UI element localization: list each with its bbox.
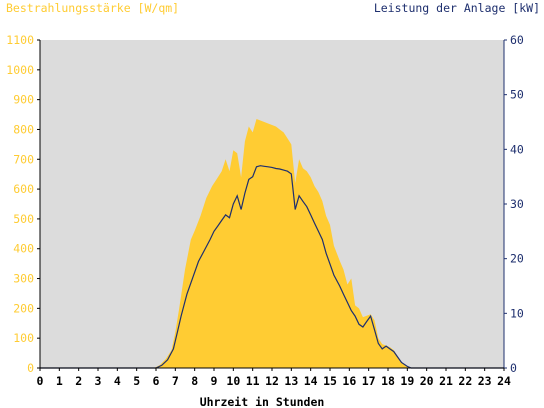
x-tick-label: 13: [284, 374, 298, 388]
x-tick-label: 3: [95, 374, 102, 388]
left-tick-label: 500: [13, 212, 34, 226]
x-tick-label: 11: [246, 374, 260, 388]
x-tick-label: 0: [37, 374, 44, 388]
left-tick-label: 300: [13, 272, 34, 286]
x-tick-label: 4: [114, 374, 121, 388]
x-tick-label: 6: [153, 374, 160, 388]
x-tick-label: 21: [439, 374, 453, 388]
x-tick-label: 15: [323, 374, 337, 388]
right-tick-label: 60: [510, 33, 524, 47]
x-tick-label: 1: [56, 374, 63, 388]
left-axis-title: Bestrahlungsstärke [W/qm]: [6, 1, 179, 15]
left-tick-label: 1000: [6, 63, 34, 77]
x-tick-label: 20: [420, 374, 434, 388]
series-layer: [40, 119, 504, 369]
x-tick-label: 19: [400, 374, 414, 388]
x-axis-title: Uhrzeit in Stunden: [200, 395, 325, 408]
x-tick-label: 8: [191, 374, 198, 388]
right-tick-label: 20: [510, 252, 524, 266]
left-tick-label: 0: [27, 361, 34, 375]
irradiance-area: [40, 119, 504, 368]
left-tick-label: 700: [13, 152, 34, 166]
x-tick-label: 24: [497, 374, 511, 388]
axes-layer: 0100200300400500600700800900100011000102…: [6, 33, 524, 388]
left-tick-label: 1100: [6, 33, 34, 47]
left-tick-label: 600: [13, 182, 34, 196]
x-tick-label: 22: [458, 374, 472, 388]
x-tick-label: 5: [133, 374, 140, 388]
right-tick-label: 50: [510, 88, 524, 102]
x-tick-label: 7: [172, 374, 179, 388]
x-tick-label: 23: [478, 374, 492, 388]
left-tick-label: 200: [13, 301, 34, 315]
left-tick-label: 100: [13, 331, 34, 345]
left-tick-label: 800: [13, 122, 34, 136]
power-line: [40, 165, 504, 369]
x-tick-label: 16: [342, 374, 356, 388]
right-tick-label: 40: [510, 142, 524, 156]
right-axis-title: Leistung der Anlage [kW]: [374, 1, 540, 15]
left-tick-label: 900: [13, 93, 34, 107]
x-tick-label: 14: [304, 374, 318, 388]
x-tick-label: 2: [75, 374, 82, 388]
x-tick-label: 12: [265, 374, 279, 388]
left-tick-label: 400: [13, 242, 34, 256]
x-tick-label: 9: [211, 374, 218, 388]
right-tick-label: 10: [510, 306, 524, 320]
x-tick-label: 17: [362, 374, 376, 388]
x-tick-label: 18: [381, 374, 395, 388]
x-tick-label: 10: [226, 374, 240, 388]
right-tick-label: 30: [510, 197, 524, 211]
right-tick-label: 0: [510, 361, 517, 375]
